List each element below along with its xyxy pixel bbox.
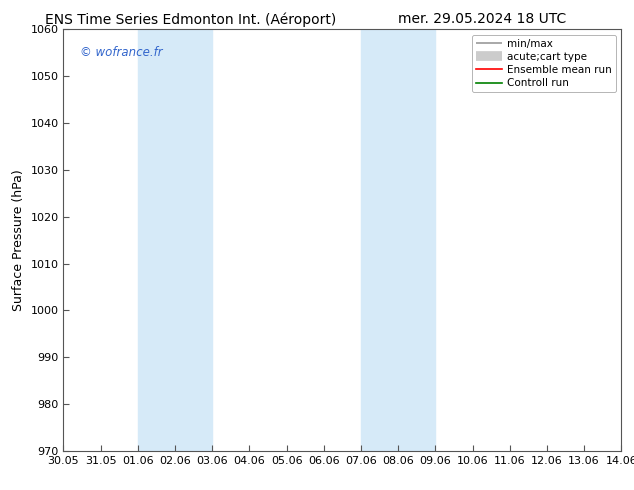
Text: ENS Time Series Edmonton Int. (Aéroport): ENS Time Series Edmonton Int. (Aéroport) [44,12,336,27]
Text: © wofrance.fr: © wofrance.fr [80,46,163,59]
Bar [361,29,436,451]
Y-axis label: Surface Pressure (hPa): Surface Pressure (hPa) [12,169,25,311]
Legend: min/max, acute;cart type, Ensemble mean run, Controll run: min/max, acute;cart type, Ensemble mean … [472,35,616,92]
Bar [138,29,212,451]
Text: mer. 29.05.2024 18 UTC: mer. 29.05.2024 18 UTC [398,12,566,26]
